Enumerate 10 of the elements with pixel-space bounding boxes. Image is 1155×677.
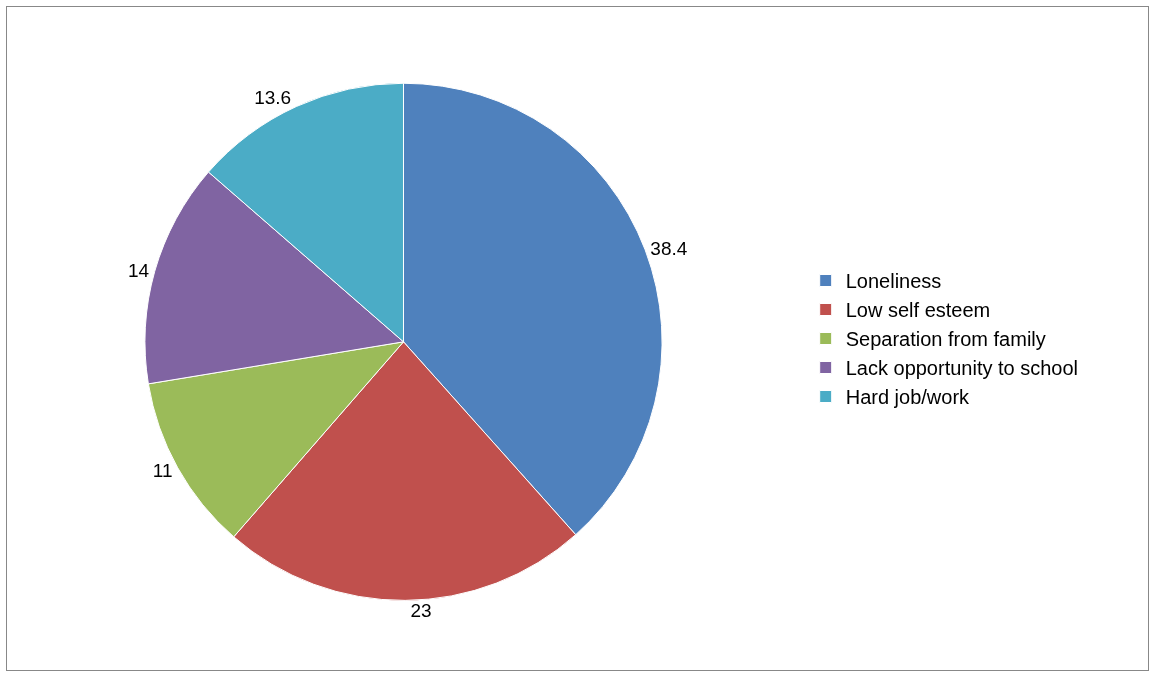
legend-label: Lack opportunity to school (845, 357, 1079, 380)
data-label: 11 (152, 459, 173, 481)
data-label: 13.6 (254, 87, 292, 109)
data-label: 23 (410, 600, 432, 622)
legend-label: Separation from family (845, 328, 1046, 351)
data-label: 38.4 (650, 237, 688, 259)
legend-label: Hard job/work (845, 386, 971, 409)
legend-label: Loneliness (845, 270, 942, 293)
data-label: 14 (127, 259, 150, 281)
legend-label: Low self esteem (845, 299, 991, 322)
